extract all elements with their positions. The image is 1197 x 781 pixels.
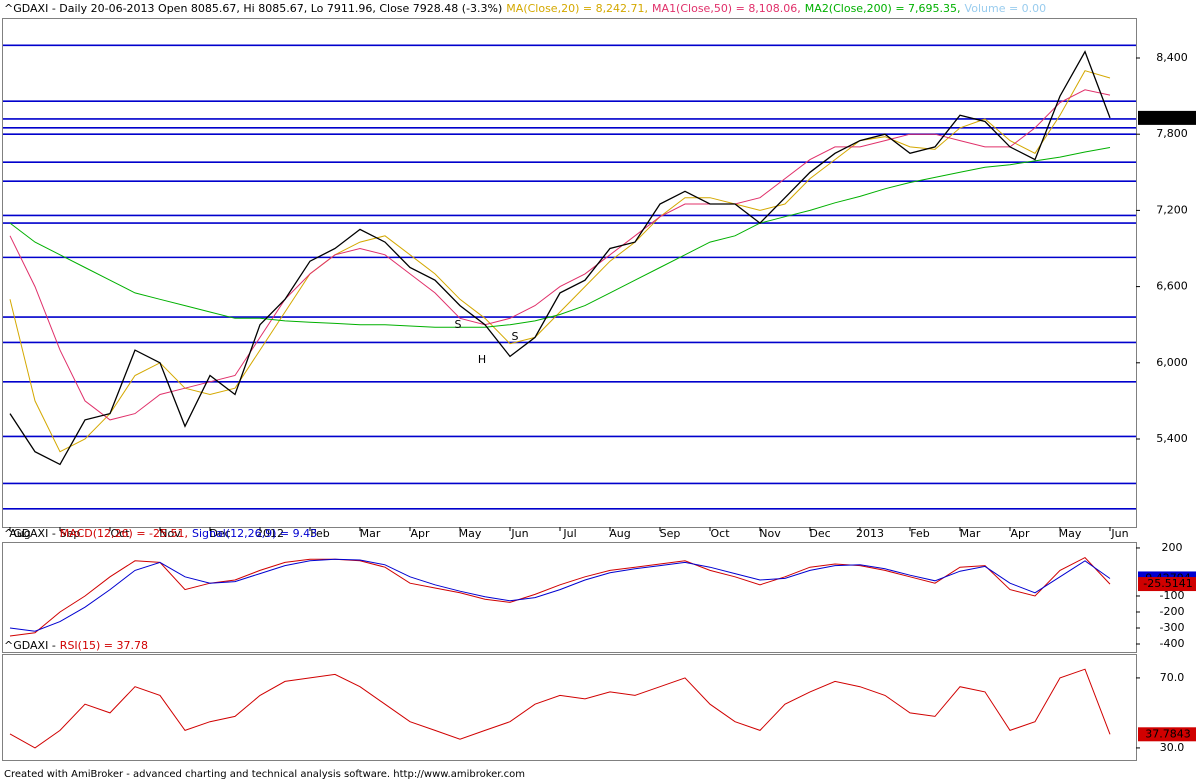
y-tick-label: 6,000 — [1156, 356, 1188, 369]
x-tick-label: May — [1059, 527, 1082, 540]
y-tick-label: 7,200 — [1156, 203, 1188, 216]
price-tag-label: 7,928.48 — [1144, 111, 1193, 124]
y-tick-label: -100 — [1160, 589, 1185, 602]
panel-header: ^GDAXI - RSI(15) = 37.78 — [4, 639, 148, 652]
x-tick-label: Aug — [9, 527, 30, 540]
x-tick-label: Sep — [60, 527, 81, 540]
value-tag — [1138, 727, 1196, 742]
legend-entry: MACD(12,26) = -25.51, — [60, 527, 188, 540]
macd-panel — [2, 542, 1137, 653]
value-tag-label: 37.7843 — [1145, 727, 1191, 740]
line — [9, 147, 1111, 328]
y-tick-label: -300 — [1160, 621, 1185, 634]
legend-entry: MA1(Close,50) = 8,108.06, — [652, 2, 801, 15]
y-tick-label: -200 — [1160, 605, 1185, 618]
pattern-annotation: S — [512, 330, 519, 343]
value-tag-label: -25.5141 — [1143, 577, 1192, 590]
x-tick-label: Apr — [410, 527, 430, 540]
x-tick-label: Apr — [1010, 527, 1030, 540]
header-title: ^GDAXI - — [4, 639, 56, 652]
footer: Created with AmiBroker - advanced charti… — [4, 769, 525, 780]
x-tick-label: Sep — [660, 527, 681, 540]
line — [9, 50, 1111, 466]
legend-entry: MA2(Close,200) = 7,695.35, — [805, 2, 961, 15]
header-title: ^GDAXI - — [4, 527, 56, 540]
x-tick-label: Mar — [360, 527, 381, 540]
y-tick-label: 70.0 — [1160, 671, 1185, 684]
pattern-annotation: S — [455, 318, 462, 331]
line — [9, 558, 1111, 632]
line — [9, 556, 1111, 637]
panel-header: ^GDAXI - MACD(12,26) = -25.51, Signal(12,2… — [4, 527, 317, 540]
x-tick-label: Dec — [209, 527, 230, 540]
x-tick-label: Feb — [310, 527, 329, 540]
x-tick-label: Jul — [562, 527, 576, 540]
y-tick-label: 8,400 — [1156, 51, 1188, 64]
line — [9, 668, 1111, 749]
pattern-annotation: H — [478, 353, 486, 366]
x-tick-label: May — [459, 527, 482, 540]
x-tick-label: Oct — [110, 527, 130, 540]
y-tick-label: 5,400 — [1156, 432, 1188, 445]
x-tick-label: Aug — [609, 527, 630, 540]
value-tag — [1138, 577, 1196, 592]
x-tick-label: 2013 — [856, 527, 884, 540]
price-tag — [1138, 110, 1196, 125]
rsi-panel — [2, 654, 1137, 761]
legend-entry: MA(Close,20) = 8,242.71, — [506, 2, 648, 15]
x-tick-label: Jun — [510, 527, 528, 540]
x-tick-label: Dec — [809, 527, 830, 540]
legend-entry: Signal(12,26,9) = 9.43 — [192, 527, 317, 540]
y-tick-label: 200 — [1162, 541, 1183, 554]
price-panel — [2, 18, 1137, 528]
y-tick-label: 30.0 — [1160, 741, 1185, 754]
y-tick-label: 6,600 — [1156, 280, 1188, 293]
panel-header: ^GDAXI - Daily 20-06-2013 Open 8085.67, … — [4, 2, 1046, 15]
x-tick-label: Oct — [710, 527, 730, 540]
x-tick-label: Jun — [1110, 527, 1128, 540]
x-tick-label: Feb — [910, 527, 929, 540]
legend-entry: Volume = 0.00 — [965, 2, 1047, 15]
header-title: ^GDAXI - Daily 20-06-2013 Open 8085.67, … — [4, 2, 502, 15]
x-tick-label: Mar — [960, 527, 981, 540]
legend-entry: RSI(15) = 37.78 — [60, 639, 148, 652]
x-tick-label: Nov — [159, 527, 181, 540]
line — [9, 89, 1111, 421]
x-tick-label: 2012 — [256, 527, 284, 540]
x-tick-label: Nov — [759, 527, 781, 540]
y-tick-label: -400 — [1160, 637, 1185, 650]
y-tick-label: 7,800 — [1156, 127, 1188, 140]
